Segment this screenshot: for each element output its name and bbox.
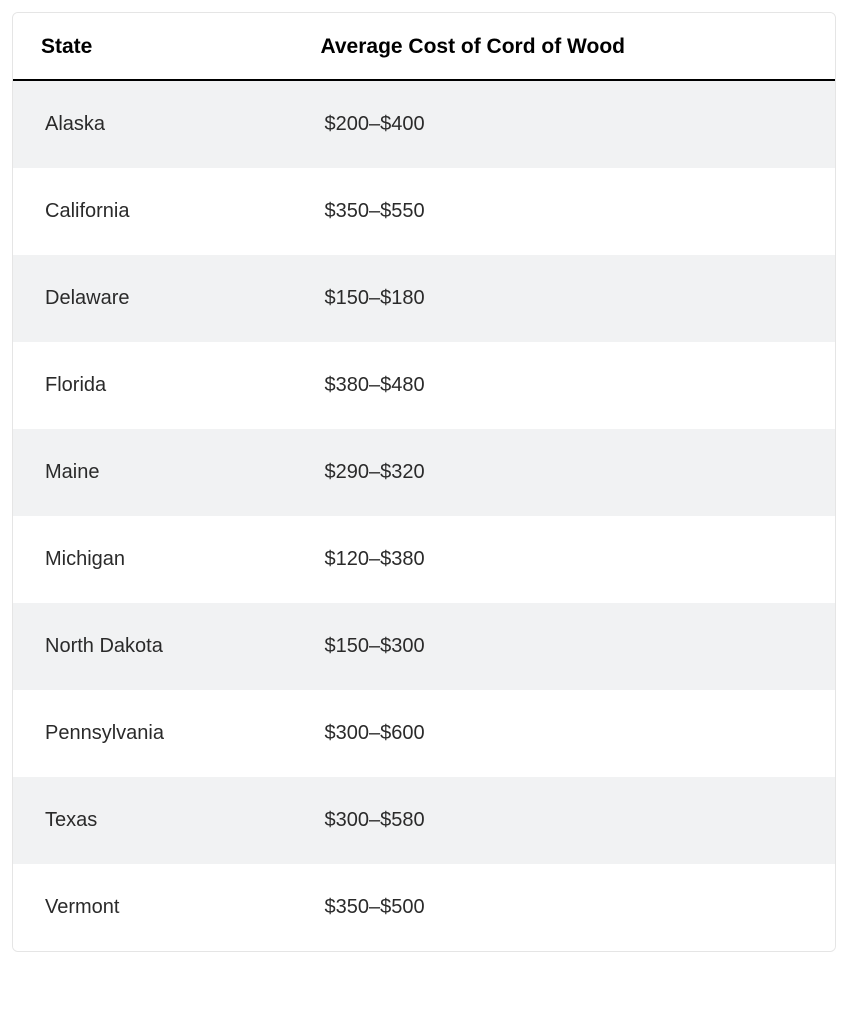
table-row: California $350–$550 [13, 168, 835, 255]
cell-state: Alaska [13, 80, 292, 168]
cell-cost: $290–$320 [292, 429, 835, 516]
cell-state: Michigan [13, 516, 292, 603]
cell-cost: $380–$480 [292, 342, 835, 429]
cell-cost: $350–$500 [292, 864, 835, 951]
cell-cost: $120–$380 [292, 516, 835, 603]
cell-cost: $350–$550 [292, 168, 835, 255]
table-row: Michigan $120–$380 [13, 516, 835, 603]
cell-state: North Dakota [13, 603, 292, 690]
table-row: Pennsylvania $300–$600 [13, 690, 835, 777]
column-header-state: State [13, 13, 292, 80]
table-body: Alaska $200–$400 California $350–$550 De… [13, 80, 835, 951]
cord-wood-cost-table: State Average Cost of Cord of Wood Alask… [12, 12, 836, 952]
table-row: Vermont $350–$500 [13, 864, 835, 951]
cell-cost: $150–$180 [292, 255, 835, 342]
cell-cost: $300–$600 [292, 690, 835, 777]
table-row: Alaska $200–$400 [13, 80, 835, 168]
table-row: Maine $290–$320 [13, 429, 835, 516]
table-row: North Dakota $150–$300 [13, 603, 835, 690]
cell-state: California [13, 168, 292, 255]
cell-state: Texas [13, 777, 292, 864]
cell-state: Vermont [13, 864, 292, 951]
table-row: Delaware $150–$180 [13, 255, 835, 342]
table-header-row: State Average Cost of Cord of Wood [13, 13, 835, 80]
cell-state: Florida [13, 342, 292, 429]
cell-state: Maine [13, 429, 292, 516]
table-row: Florida $380–$480 [13, 342, 835, 429]
cell-cost: $300–$580 [292, 777, 835, 864]
cell-state: Pennsylvania [13, 690, 292, 777]
data-table: State Average Cost of Cord of Wood Alask… [13, 13, 835, 951]
column-header-cost: Average Cost of Cord of Wood [292, 13, 835, 80]
cell-cost: $150–$300 [292, 603, 835, 690]
table-header: State Average Cost of Cord of Wood [13, 13, 835, 80]
cell-cost: $200–$400 [292, 80, 835, 168]
cell-state: Delaware [13, 255, 292, 342]
table-row: Texas $300–$580 [13, 777, 835, 864]
